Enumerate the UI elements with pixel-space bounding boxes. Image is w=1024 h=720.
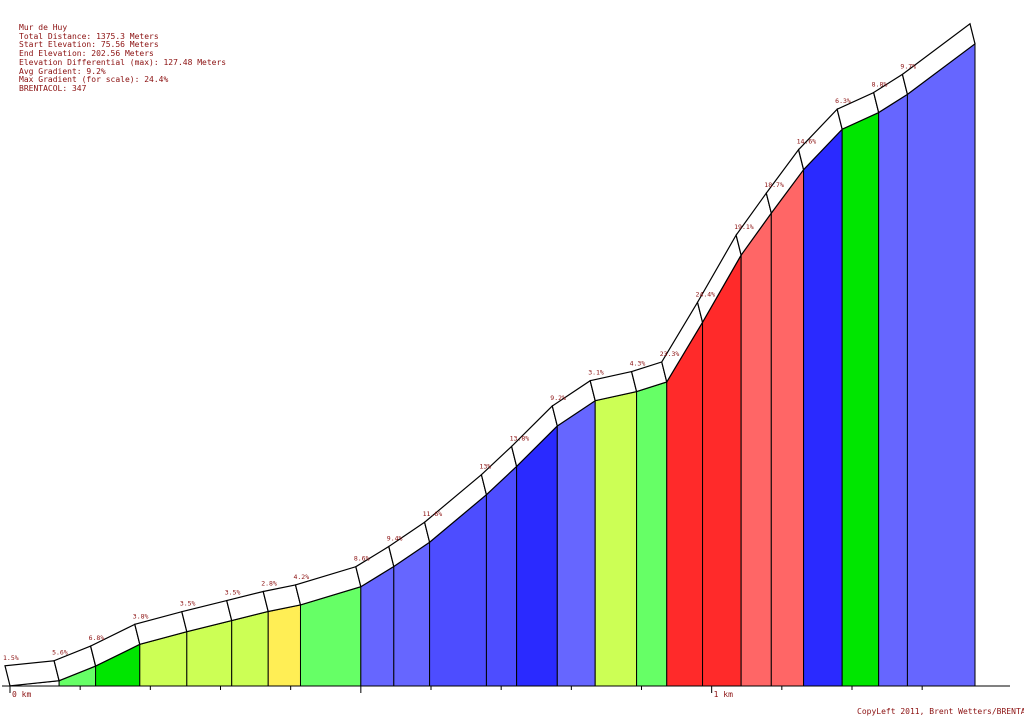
profile-segment-16 [636,381,668,687]
profile-segment-21 [803,127,843,687]
profile-segment-12 [485,465,518,687]
route-name: Mur de Huy [19,23,68,32]
road-band-segment-1 [4,660,60,687]
gradient-label-9: 8.6% [354,555,370,563]
gradient-label-3: 6.8% [89,634,105,642]
gradient-label-24: 9.7% [900,62,916,70]
profile-segment-6 [231,610,269,687]
profile-segment-22 [841,111,880,687]
gradient-label-7: 2.8% [261,579,277,587]
gradient-label-5: 3.5% [180,600,196,608]
gradient-label-18: 24.4% [696,290,716,298]
profile-segments [9,42,976,687]
profile-segment-10 [393,541,431,687]
route-info-panel: Mur de Huy Total Distance: 1375.3 Meters… [19,23,227,94]
gradient-label-8: 4.2% [293,573,309,581]
profile-segment-20 [770,168,805,687]
gradient-label-19: 19.1% [734,223,754,231]
gradient-label-17: 23.3% [660,350,680,358]
total-distance: Total Distance: 1375.3 Meters [19,31,159,41]
profile-segment-23 [878,93,908,687]
start-elevation: Start Elevation: 75.56 Meters [19,40,159,50]
gradient-label-6: 3.5% [225,589,241,597]
gradient-labels: 1.5% 5.6% 6.8% 3.8% 3.5% 3.5% 2.8% 4.2% 8.6% 9.4%… [3,62,916,661]
profile-segment-15 [594,390,638,687]
gradient-label-16: 4.3% [630,360,646,368]
gradient-label-2: 5.6% [52,649,68,657]
gradient-label-14: 9.2% [550,394,566,402]
profile-segment-17 [666,320,704,687]
gradient-label-11: 11.6% [423,510,443,518]
axis-tick-label-1: 0 km [12,690,31,699]
axis-tick-label-2: 1 km [714,690,733,699]
gradient-label-21: 14.6% [797,138,817,146]
gradient-label-20: 18.7% [764,181,784,189]
profile-segment-24 [906,42,976,687]
profile-segment-19 [740,211,772,687]
profile-segment-7 [267,604,301,687]
profile-segment-14 [556,399,596,687]
copyleft-credit: CopyLeft 2011, Brent Wetters/BRENTACOL [857,707,1024,716]
gradient-label-23: 8.8% [872,81,888,89]
gradient-label-4: 3.8% [133,612,149,620]
gradient-label-10: 9.4% [387,534,403,542]
gradient-label-12: 13% [479,463,491,471]
gradient-label-22: 6.3% [835,97,851,105]
max-gradient: Max Gradient (for scale): 24.4% [19,75,169,85]
end-elevation: End Elevation: 202.56 Meters [19,49,154,59]
distance-axis: 0 km 1 km [2,685,1010,699]
profile-segment-13 [516,424,558,687]
gradient-label-1: 1.5% [3,654,19,662]
road-band-segment-24 [901,22,976,96]
brentacol-score: BRENTACOL: 347 [19,83,87,93]
avg-gradient: Avg Gradient: 9.2% [19,66,106,76]
profile-segment-18 [702,253,742,687]
elevation-differential: Elevation Differential (max): 127.48 Met… [19,57,227,67]
gradient-label-13: 13.8% [510,434,530,442]
road-band [4,22,976,687]
gradient-label-15: 3.1% [588,369,604,377]
profile-segment-9 [360,565,395,687]
